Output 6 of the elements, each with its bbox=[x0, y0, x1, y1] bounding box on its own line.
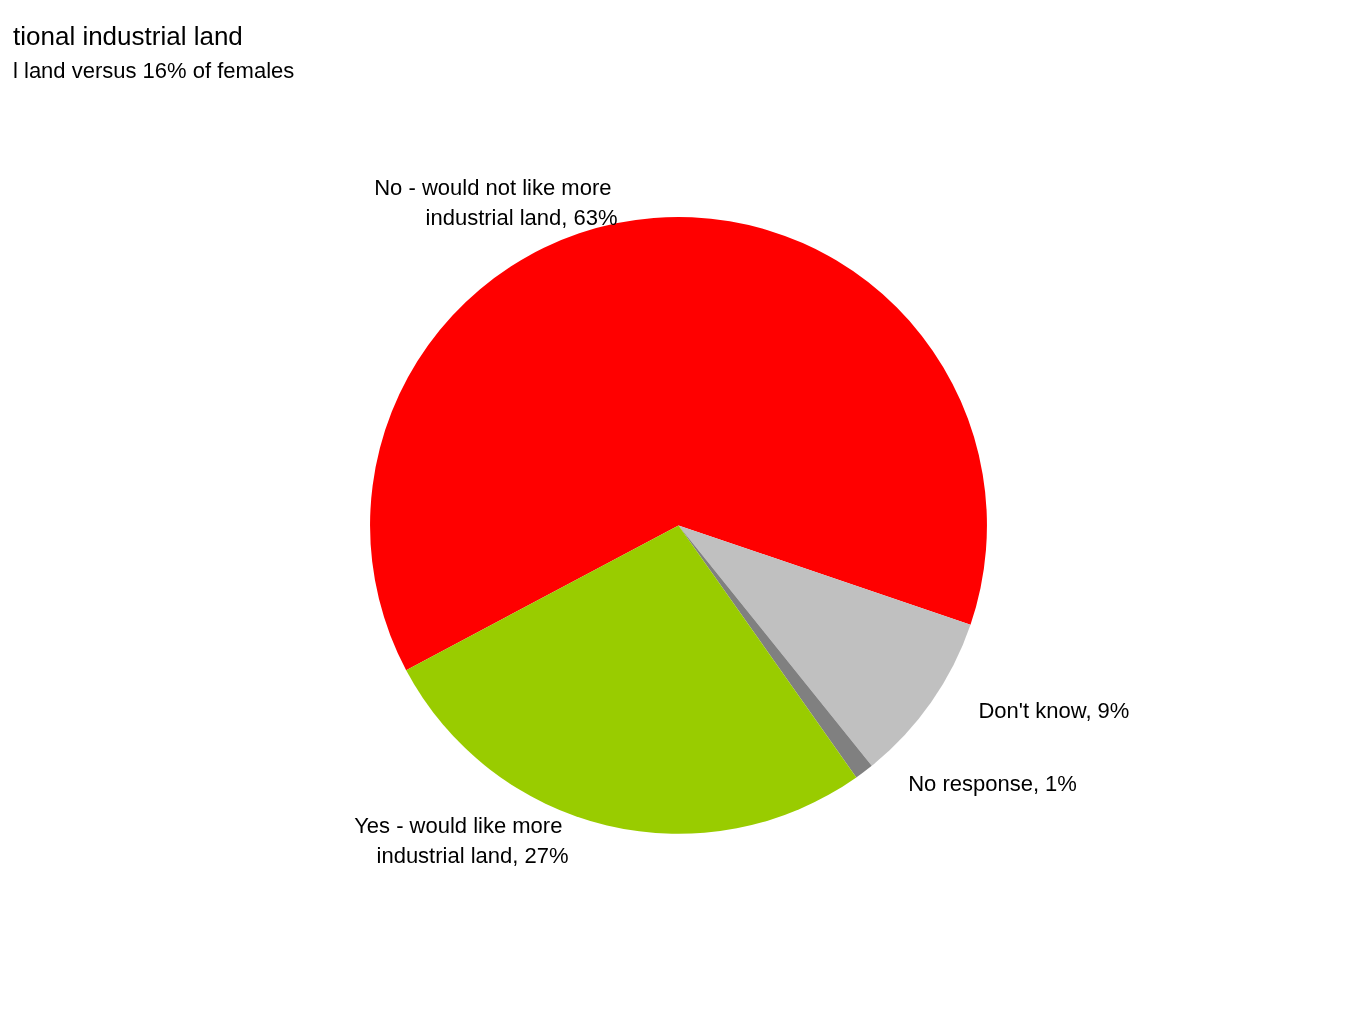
slice-label: No response, 1% bbox=[908, 771, 1077, 797]
slice-label: Don't know, 9% bbox=[978, 698, 1130, 724]
text: l land versus 16% of females bbox=[13, 57, 295, 83]
slice-label: No - would not like more industrial land, 63% bbox=[374, 175, 618, 231]
text: tional industrial land bbox=[13, 21, 243, 51]
slice-label: Yes - would like more industrial land, 27% bbox=[354, 812, 569, 868]
